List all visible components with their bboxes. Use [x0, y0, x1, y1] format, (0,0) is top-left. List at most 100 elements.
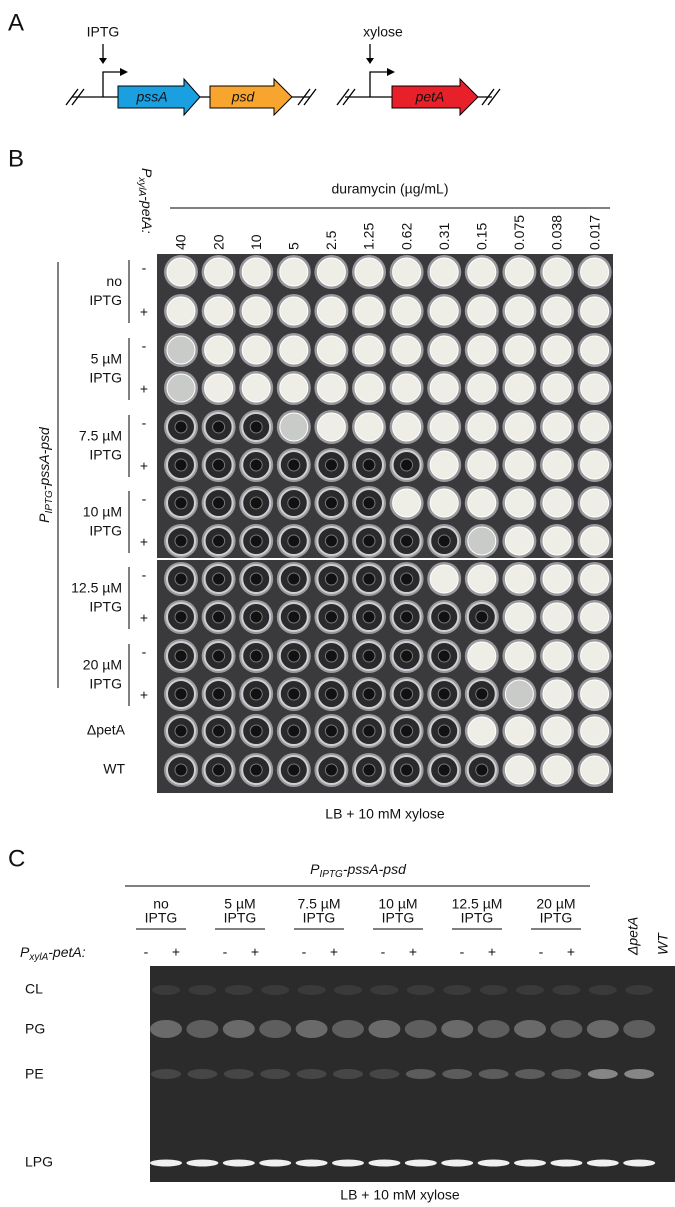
well-center	[212, 687, 226, 701]
band-pg	[295, 1020, 328, 1038]
well	[542, 716, 572, 746]
well	[504, 716, 534, 746]
concentration: 0.038	[549, 215, 565, 250]
group-label: IPTG	[540, 910, 573, 926]
inducer: IPTG	[87, 24, 120, 40]
well-center	[249, 687, 263, 701]
well	[429, 257, 459, 287]
strain-label-part: P	[310, 861, 320, 877]
band-cl	[224, 985, 253, 995]
band-lpg	[222, 1159, 255, 1167]
well-center	[475, 687, 489, 701]
inducer: xylose	[363, 24, 403, 40]
concentration: 2.5	[323, 230, 339, 250]
well-center	[324, 610, 338, 624]
band-pg	[368, 1020, 401, 1038]
well	[279, 257, 309, 287]
well-center	[362, 458, 376, 472]
well	[166, 296, 196, 326]
well	[580, 564, 610, 594]
well-center	[249, 534, 263, 548]
well-center	[437, 724, 451, 738]
group-label: 20 µM	[83, 657, 122, 673]
well	[467, 257, 497, 287]
strain-label-part: IPTG	[44, 490, 55, 514]
well	[392, 257, 422, 287]
well	[542, 679, 572, 709]
group-label: IPTG	[89, 370, 122, 386]
lipid-label: PG	[25, 1021, 45, 1037]
well	[392, 296, 422, 326]
well	[580, 526, 610, 556]
well-center	[400, 687, 414, 701]
row-header-part: P	[20, 944, 30, 960]
band-cl	[443, 985, 472, 995]
band-cl	[188, 985, 217, 995]
sign: +	[330, 944, 338, 960]
control-label: WT	[655, 932, 671, 955]
well	[580, 488, 610, 518]
well	[504, 373, 534, 403]
well	[241, 335, 271, 365]
panel-a: A IPTG pssA psd xylose petA	[8, 9, 501, 117]
band-pg	[404, 1020, 437, 1038]
well	[542, 296, 572, 326]
control-label: WT	[103, 761, 125, 777]
band-pg	[150, 1020, 182, 1038]
well-center	[287, 458, 301, 472]
band-lpg	[259, 1159, 292, 1167]
column-header-part: -petA:	[139, 196, 155, 233]
band-pe	[515, 1069, 545, 1079]
sign: -	[142, 491, 147, 507]
group-label: 7.5 µM	[79, 428, 122, 444]
well	[542, 450, 572, 480]
column-header-part: P	[139, 168, 155, 178]
band-cl	[406, 985, 435, 995]
well-center	[174, 534, 188, 548]
group-label: IPTG	[89, 599, 122, 615]
well-center	[174, 420, 188, 434]
well-center	[437, 763, 451, 777]
concentration: 1.25	[361, 223, 377, 250]
well-center	[212, 534, 226, 548]
group-label: no	[153, 896, 169, 912]
well-center	[212, 458, 226, 472]
band-pe	[442, 1069, 473, 1079]
well-center	[437, 534, 451, 548]
well-center	[212, 724, 226, 738]
axis-title: duramycin (µg/mL)	[332, 181, 449, 197]
sign: +	[140, 610, 148, 626]
well	[241, 257, 271, 287]
well	[504, 412, 534, 442]
sign: +	[140, 304, 148, 320]
well	[354, 257, 384, 287]
well-center	[324, 458, 338, 472]
well	[580, 679, 610, 709]
group-label: IPTG	[303, 910, 336, 926]
well-center	[287, 687, 301, 701]
well-center	[362, 687, 376, 701]
well	[580, 335, 610, 365]
lipid-label: LPG	[25, 1154, 53, 1170]
well-center	[287, 610, 301, 624]
well	[392, 488, 422, 518]
well	[429, 412, 459, 442]
band-pe	[187, 1069, 218, 1079]
well	[542, 564, 572, 594]
sign: -	[223, 944, 228, 960]
band-cl	[588, 985, 617, 995]
band-pg	[186, 1020, 219, 1038]
band-lpg	[332, 1159, 364, 1167]
well-center	[324, 649, 338, 663]
strain-label: PIPTG-pssA-psd	[36, 426, 55, 523]
gel	[150, 966, 675, 1182]
well-center	[212, 572, 226, 586]
row-header: PxylA-petA:	[20, 944, 86, 963]
band-pg	[586, 1020, 619, 1038]
well-center	[324, 763, 338, 777]
group-label: IPTG	[89, 676, 122, 692]
well	[580, 755, 610, 785]
sign: -	[539, 944, 544, 960]
well	[504, 296, 534, 326]
